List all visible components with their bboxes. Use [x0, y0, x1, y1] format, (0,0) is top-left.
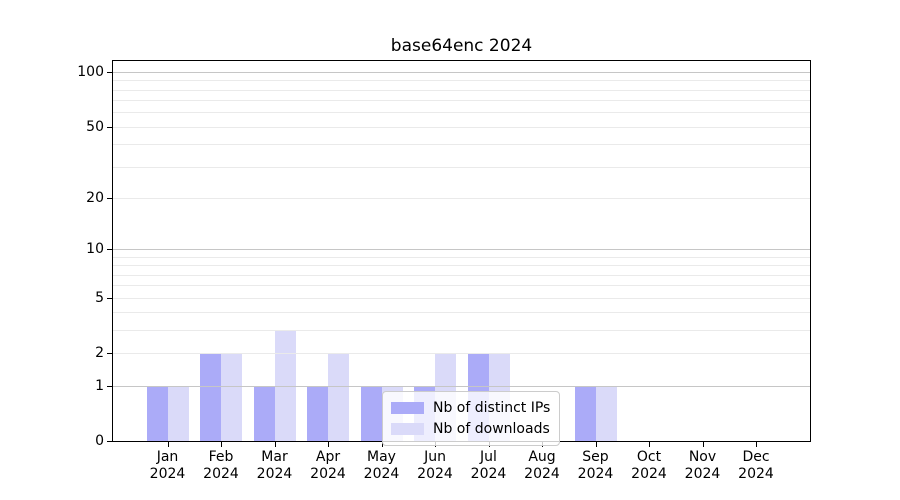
grid-line-minor: [113, 297, 810, 299]
bar-distinct-ips: [307, 385, 328, 441]
chart-title: base64enc 2024: [390, 36, 533, 56]
grid-line-minor: [113, 274, 810, 276]
x-tick-label: Jun 2024: [417, 449, 453, 482]
grid-line-minor: [113, 126, 810, 128]
y-tick-label: 20: [86, 189, 104, 206]
y-tick-mark: [107, 126, 112, 128]
y-tick-mark: [107, 197, 112, 199]
y-tick-label: 2: [95, 345, 104, 362]
grid-line-major: [113, 72, 810, 74]
y-tick-mark: [107, 297, 112, 299]
x-tick-label: Apr 2024: [310, 449, 346, 482]
grid-line-minor: [113, 100, 810, 102]
x-tick-mark: [756, 442, 757, 447]
grid-line-minor: [113, 80, 810, 82]
grid-line-major: [113, 249, 810, 251]
legend: Nb of distinct IPs Nb of downloads: [382, 391, 561, 446]
grid-line-minor: [113, 197, 810, 199]
y-tick-label: 10: [86, 241, 104, 258]
bar-downloads: [221, 353, 242, 441]
grid-line-minor: [113, 265, 810, 267]
y-tick-label: 1: [95, 377, 104, 394]
x-tick-mark: [702, 442, 704, 447]
x-tick-mark: [274, 442, 276, 447]
y-tick-mark: [107, 72, 112, 74]
x-tick-label: Jul 2024: [470, 449, 507, 482]
x-tick-mark: [595, 442, 597, 447]
x-tick-mark: [328, 442, 329, 447]
legend-item-downloads: Nb of downloads: [391, 418, 550, 439]
grid-line-minor: [113, 285, 810, 287]
y-tick-mark: [107, 249, 112, 251]
grid-line-minor: [113, 166, 810, 168]
x-tick-label: May 2024: [363, 449, 400, 482]
x-tick-label: Jan 2024: [149, 449, 186, 482]
x-tick-label: Dec 2024: [738, 449, 774, 482]
y-tick-mark: [107, 353, 112, 355]
bar-distinct-ips: [360, 385, 382, 441]
bar-distinct-ips: [200, 353, 221, 441]
grid-line-minor: [113, 112, 810, 114]
bar-distinct-ips: [574, 385, 596, 441]
grid-line-minor: [113, 312, 810, 314]
bar-downloads: [595, 385, 617, 441]
x-tick-mark: [221, 442, 222, 447]
x-tick-label: Oct 2024: [631, 449, 667, 482]
grid-line-minor: [113, 89, 810, 91]
bar-distinct-ips: [146, 385, 168, 441]
x-tick-mark: [649, 442, 650, 447]
x-tick-label: Mar 2024: [256, 449, 293, 482]
grid-line-minor: [113, 144, 810, 146]
y-tick-mark: [107, 441, 112, 442]
grid-line-minor: [113, 256, 810, 258]
legend-item-distinct-ips: Nb of distinct IPs: [391, 397, 550, 418]
grid-line-major: [113, 385, 810, 387]
plot-layers: [113, 61, 810, 441]
y-tick-label: 50: [86, 118, 104, 135]
plot-area: Nb of distinct IPs Nb of downloads: [112, 60, 811, 446]
y-tick-mark: [107, 385, 112, 387]
legend-swatch-distinct-ips: [391, 401, 424, 414]
legend-label-downloads: Nb of downloads: [433, 420, 550, 437]
y-tick-label: 100: [77, 64, 104, 81]
x-tick-label: Aug 2024: [524, 449, 560, 482]
legend-label-distinct-ips: Nb of distinct IPs: [433, 399, 551, 416]
y-tick-label: 5: [95, 289, 104, 306]
grid-line-minor: [113, 330, 810, 332]
y-tick-label: 0: [95, 433, 104, 449]
bar-downloads: [328, 353, 349, 441]
legend-swatch-downloads: [391, 422, 424, 435]
x-tick-label: Nov 2024: [684, 449, 721, 482]
grid-line-minor: [113, 353, 810, 355]
bar-distinct-ips: [253, 385, 275, 441]
bar-downloads: [167, 385, 189, 441]
x-tick-label: Feb 2024: [203, 449, 239, 482]
x-tick-mark: [167, 442, 169, 447]
x-tick-label: Sep 2024: [577, 449, 614, 482]
